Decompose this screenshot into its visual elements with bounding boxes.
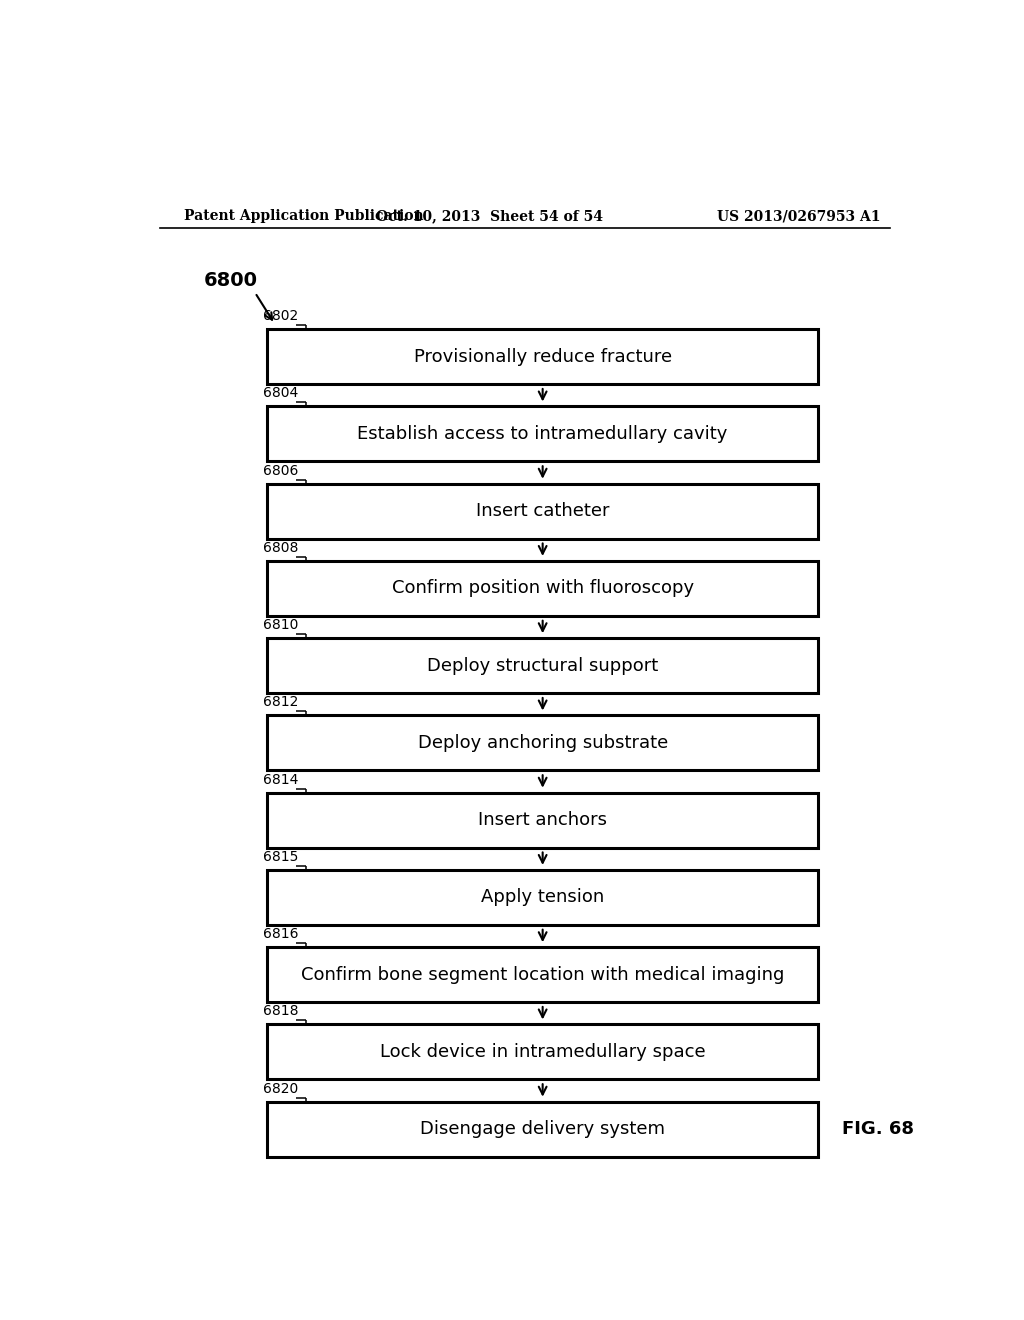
Bar (267, 948, 818, 1002)
Bar (267, 870, 818, 925)
Text: 6810: 6810 (263, 618, 298, 632)
Bar (267, 792, 818, 847)
Bar (267, 638, 818, 693)
Text: Establish access to intramedullary cavity: Establish access to intramedullary cavit… (357, 425, 728, 442)
Text: Deploy structural support: Deploy structural support (427, 656, 658, 675)
Text: 6820: 6820 (263, 1081, 298, 1096)
Text: 6814: 6814 (263, 772, 298, 787)
Text: 6804: 6804 (263, 387, 298, 400)
Text: 6812: 6812 (263, 696, 298, 709)
Text: Lock device in intramedullary space: Lock device in intramedullary space (380, 1043, 706, 1061)
Text: Insert anchors: Insert anchors (478, 810, 607, 829)
Bar (267, 407, 818, 461)
Text: Apply tension: Apply tension (481, 888, 604, 907)
Text: Insert catheter: Insert catheter (476, 502, 609, 520)
Text: Deploy anchoring substrate: Deploy anchoring substrate (418, 734, 668, 752)
Text: 6802: 6802 (263, 309, 298, 323)
Bar (267, 329, 818, 384)
Bar (267, 715, 818, 771)
Text: 6806: 6806 (263, 463, 298, 478)
Text: FIG. 68: FIG. 68 (842, 1121, 914, 1138)
Bar (267, 561, 818, 615)
Text: 6800: 6800 (204, 271, 257, 290)
Text: Patent Application Publication: Patent Application Publication (183, 210, 423, 223)
Text: 6816: 6816 (263, 927, 298, 941)
Bar (267, 1102, 818, 1156)
Text: Confirm bone segment location with medical imaging: Confirm bone segment location with medic… (301, 965, 784, 983)
Text: 6818: 6818 (263, 1005, 298, 1018)
Text: 6815: 6815 (263, 850, 298, 863)
Text: Provisionally reduce fracture: Provisionally reduce fracture (414, 347, 672, 366)
Text: 6808: 6808 (263, 541, 298, 554)
Text: Disengage delivery system: Disengage delivery system (420, 1121, 666, 1138)
Text: US 2013/0267953 A1: US 2013/0267953 A1 (717, 210, 881, 223)
Bar (267, 483, 818, 539)
Text: Oct. 10, 2013  Sheet 54 of 54: Oct. 10, 2013 Sheet 54 of 54 (376, 210, 602, 223)
Text: Confirm position with fluoroscopy: Confirm position with fluoroscopy (391, 579, 693, 598)
Bar (267, 1024, 818, 1080)
